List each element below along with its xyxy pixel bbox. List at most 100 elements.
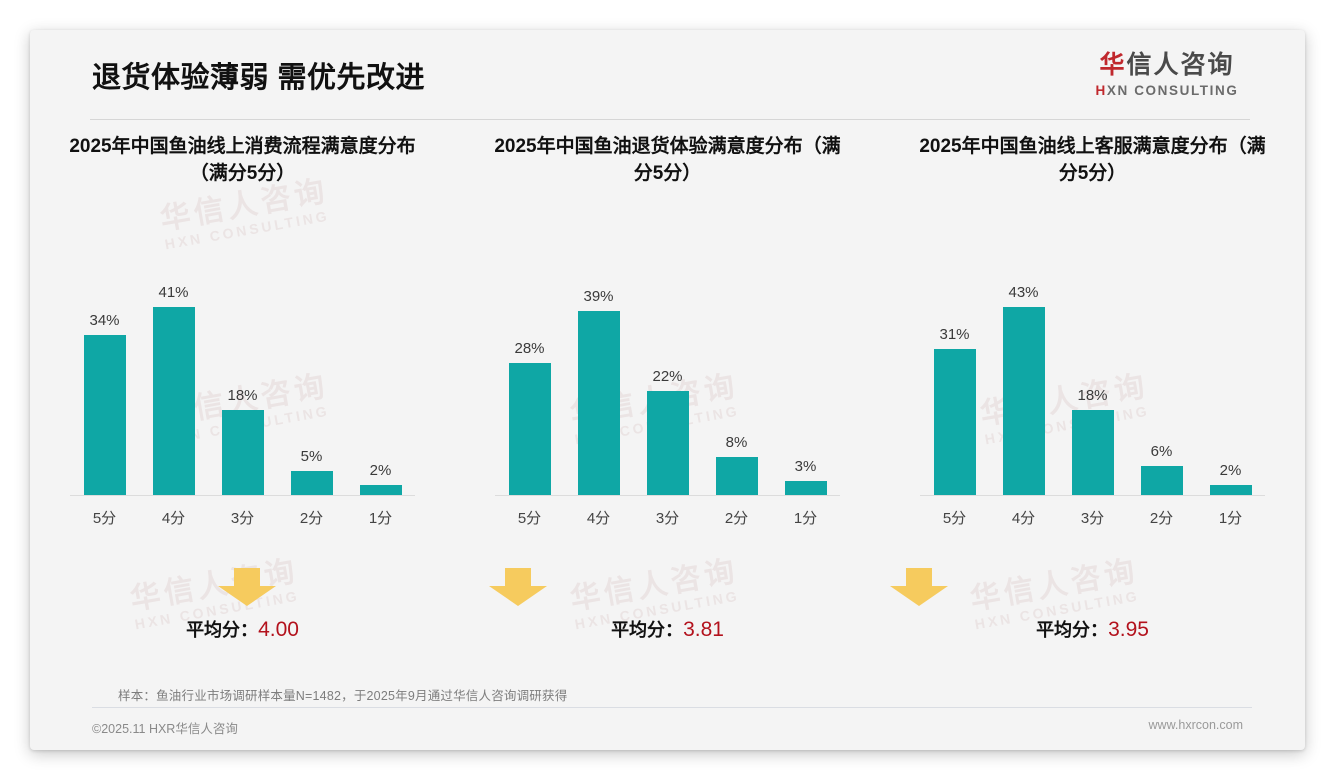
x-axis-tick: 5分	[942, 510, 967, 527]
bar-rect[interactable]	[83, 335, 126, 495]
average-score-line: 平均分：3.95	[880, 616, 1305, 642]
x-axis-tick: 4分	[161, 510, 186, 527]
average-score-line: 平均分：3.81	[455, 616, 880, 642]
bar-value-label: 39%	[583, 288, 614, 305]
bar-value-label: 41%	[158, 284, 189, 301]
bar-item[interactable]: 3%	[774, 284, 836, 495]
chart-panel-return-experience: 2025年中国鱼油退货体验满意度分布（满分5分） 28% 39% 22%	[455, 134, 880, 674]
bar-rect[interactable]	[290, 471, 333, 495]
bar-value-label: 5%	[300, 448, 323, 465]
average-block: 平均分：3.81	[455, 566, 880, 642]
bar-value-label: 6%	[1150, 443, 1173, 460]
copyright-text: ©2025.11 HXR华信人咨询	[92, 722, 238, 736]
x-axis-tick: 5分	[517, 510, 542, 527]
bar-value-label: 8%	[725, 434, 748, 451]
x-axis-labels: 5分 4分 3分 2分 1分	[70, 496, 415, 528]
average-block: 平均分：3.95	[880, 566, 1305, 642]
brand-logo: 华信人咨询 HXN CONSULTING	[1087, 51, 1247, 98]
header-divider	[90, 119, 1250, 120]
x-axis-tick: 1分	[368, 510, 393, 527]
bar-value-label: 31%	[939, 326, 970, 343]
bar-item[interactable]: 6%	[1130, 284, 1192, 495]
bar-value-label: 3%	[794, 458, 817, 475]
chart-panel-consumption-flow: 2025年中国鱼油线上消费流程满意度分布（满分5分） 34% 41% 18%	[30, 134, 455, 674]
x-axis-tick: 3分	[655, 510, 680, 527]
chart-title: 2025年中国鱼油线上客服满意度分布（满分5分）	[919, 136, 1266, 184]
down-arrow-icon	[890, 568, 948, 606]
logo-cn-text: 华信人咨询	[1087, 51, 1247, 80]
x-axis-tick: 2分	[724, 510, 749, 527]
average-value: 3.95	[1108, 618, 1149, 641]
logo-en-text: HXN CONSULTING	[1087, 83, 1247, 98]
average-score-line: 平均分：4.00	[30, 616, 455, 642]
bar-item[interactable]: 22%	[636, 284, 698, 495]
bar-item[interactable]: 41%	[142, 284, 204, 495]
bar-item[interactable]: 8%	[705, 284, 767, 495]
source-note: 样本：鱼油行业市场调研样本量N=1482，于2025年9月通过华信人咨询调研获得	[118, 689, 568, 703]
bar-rect[interactable]	[1209, 485, 1252, 495]
bar-value-label: 2%	[369, 462, 392, 479]
bar-value-label: 2%	[1219, 462, 1242, 479]
x-axis-tick: 3分	[230, 510, 255, 527]
bar-rect[interactable]	[646, 391, 689, 495]
bar-rect[interactable]	[933, 349, 976, 495]
x-axis-tick: 2分	[299, 510, 324, 527]
logo-cn-rest: 信人咨询	[1126, 51, 1235, 79]
bar-value-label: 34%	[89, 312, 120, 329]
x-axis-tick: 2分	[1149, 510, 1174, 527]
bar-value-label: 28%	[514, 340, 545, 357]
chart-panel-customer-service: 2025年中国鱼油线上客服满意度分布（满分5分） 31% 43% 18%	[880, 134, 1305, 674]
average-block: 平均分：4.00	[30, 566, 455, 642]
bar-item[interactable]: 34%	[73, 284, 135, 495]
website-url[interactable]: www.hxrcon.com	[1148, 718, 1243, 732]
bar-item[interactable]: 43%	[992, 284, 1054, 495]
average-value: 4.00	[258, 618, 299, 641]
bar-item[interactable]: 18%	[211, 284, 273, 495]
bar-item[interactable]: 5%	[280, 284, 342, 495]
x-axis-tick: 5分	[92, 510, 117, 527]
x-axis-tick: 4分	[586, 510, 611, 527]
bar-rect[interactable]	[784, 481, 827, 495]
footer-divider	[92, 707, 1252, 708]
bar-item[interactable]: 18%	[1061, 284, 1123, 495]
chart-title: 2025年中国鱼油线上消费流程满意度分布（满分5分）	[69, 136, 416, 184]
slide-card: 华信人咨询 HXN CONSULTING 华信人咨询 HXN CONSULTIN…	[30, 30, 1305, 750]
bar-rect[interactable]	[221, 410, 264, 495]
chart-plot-area: 28% 39% 22% 8%	[495, 284, 840, 527]
x-axis-tick: 1分	[793, 510, 818, 527]
average-label: 平均分：	[611, 620, 684, 640]
average-label: 平均分：	[186, 620, 259, 640]
bar-rect[interactable]	[1002, 307, 1045, 495]
bar-item[interactable]: 28%	[498, 284, 560, 495]
bar-rect[interactable]	[508, 363, 551, 495]
x-axis-tick: 3分	[1080, 510, 1105, 527]
bar-item[interactable]: 31%	[923, 284, 985, 495]
chart-plot-area: 31% 43% 18% 6%	[920, 284, 1265, 527]
down-arrow-icon	[489, 568, 547, 606]
chart-plot-area: 34% 41% 18% 5%	[70, 284, 415, 527]
bar-group: 28% 39% 22% 8%	[495, 284, 840, 496]
bar-rect[interactable]	[577, 311, 620, 495]
bar-rect[interactable]	[1071, 410, 1114, 495]
bar-rect[interactable]	[359, 485, 402, 495]
bar-item[interactable]: 2%	[1199, 284, 1261, 495]
bar-item[interactable]: 39%	[567, 284, 629, 495]
x-axis-labels: 5分 4分 3分 2分 1分	[495, 496, 840, 528]
bar-item[interactable]: 2%	[349, 284, 411, 495]
bar-rect[interactable]	[715, 457, 758, 495]
chart-title: 2025年中国鱼油退货体验满意度分布（满分5分）	[494, 136, 841, 184]
bar-rect[interactable]	[152, 307, 195, 495]
bar-rect[interactable]	[1140, 466, 1183, 495]
average-value: 3.81	[683, 618, 724, 641]
charts-row: 2025年中国鱼油线上消费流程满意度分布（满分5分） 34% 41% 18%	[30, 134, 1305, 674]
x-axis-tick: 1分	[1218, 510, 1243, 527]
logo-en-rest: XN CONSULTING	[1106, 82, 1239, 98]
bar-group: 34% 41% 18% 5%	[70, 284, 415, 496]
page-title: 退货体验薄弱 需优先改进	[92, 62, 426, 94]
bar-value-label: 43%	[1008, 284, 1039, 301]
x-axis-tick: 4分	[1011, 510, 1036, 527]
bar-value-label: 18%	[227, 387, 258, 404]
average-label: 平均分：	[1036, 620, 1109, 640]
bar-group: 31% 43% 18% 6%	[920, 284, 1265, 496]
down-arrow-icon	[218, 568, 276, 606]
